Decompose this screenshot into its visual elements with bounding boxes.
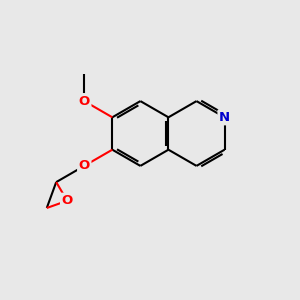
Text: N: N bbox=[219, 111, 230, 124]
Text: O: O bbox=[79, 159, 90, 172]
Text: O: O bbox=[61, 194, 73, 207]
Text: O: O bbox=[79, 94, 90, 108]
